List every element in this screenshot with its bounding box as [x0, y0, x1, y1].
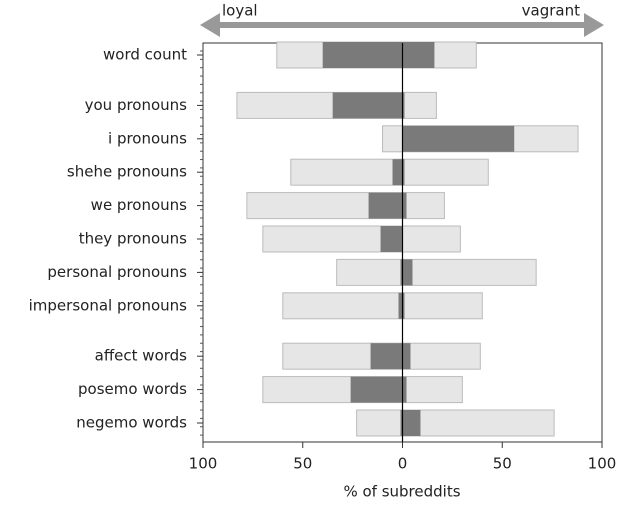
arrow-head-right: [584, 13, 604, 37]
bar: [402, 409, 555, 437]
bar: [402, 258, 537, 286]
y-tick-label: affect words: [95, 347, 188, 365]
bar: [398, 292, 403, 319]
bar: [402, 125, 515, 152]
bar: [402, 410, 421, 436]
bar: [370, 343, 403, 370]
y-tick-label: i pronouns: [108, 129, 187, 147]
bar: [402, 225, 461, 253]
x-tick-label: 50: [293, 455, 312, 473]
annotation-vagrant: vagrant: [522, 2, 580, 20]
bar: [402, 343, 411, 370]
bar: [382, 125, 403, 153]
bar: [402, 192, 407, 219]
bar: [262, 225, 403, 253]
bar: [402, 376, 463, 404]
annotation-loyal: loyal: [222, 2, 258, 20]
bar: [402, 91, 437, 119]
y-tick-label: posemo words: [78, 380, 187, 398]
y-tick-label: you pronouns: [85, 96, 188, 114]
bar: [402, 192, 445, 220]
bar: [402, 158, 489, 186]
bar: [402, 259, 413, 286]
y-tick-label: impersonal pronouns: [29, 296, 188, 314]
bar: [402, 292, 405, 319]
bar: [336, 258, 404, 286]
y-tick-label: personal pronouns: [47, 263, 187, 281]
arrow-head-left: [200, 13, 220, 37]
y-tick-label: we pronouns: [91, 196, 187, 214]
x-tick-label: 0: [398, 455, 408, 473]
bar: [290, 158, 403, 186]
bar: [402, 342, 481, 370]
bar: [322, 42, 403, 68]
bar: [380, 226, 403, 252]
bar: [350, 376, 403, 403]
bar: [402, 159, 405, 186]
bar: [402, 376, 407, 403]
bar: [332, 92, 403, 119]
bar: [400, 259, 403, 286]
bar: [392, 159, 403, 186]
bar: [368, 192, 403, 219]
y-tick-label: negemo words: [76, 414, 187, 432]
x-tick-label: 50: [493, 455, 512, 473]
x-tick-label: 100: [588, 455, 617, 473]
bar: [282, 292, 403, 320]
y-tick-label: they pronouns: [79, 230, 187, 248]
y-tick-label: word count: [103, 46, 187, 64]
bar: [402, 92, 405, 119]
bar: [400, 410, 403, 436]
bar: [356, 409, 403, 437]
bar: [402, 42, 435, 68]
bar: [402, 292, 483, 320]
y-tick-label: shehe pronouns: [67, 163, 187, 181]
x-tick-label: 100: [189, 455, 218, 473]
x-axis-label: % of subreddits: [343, 483, 460, 501]
